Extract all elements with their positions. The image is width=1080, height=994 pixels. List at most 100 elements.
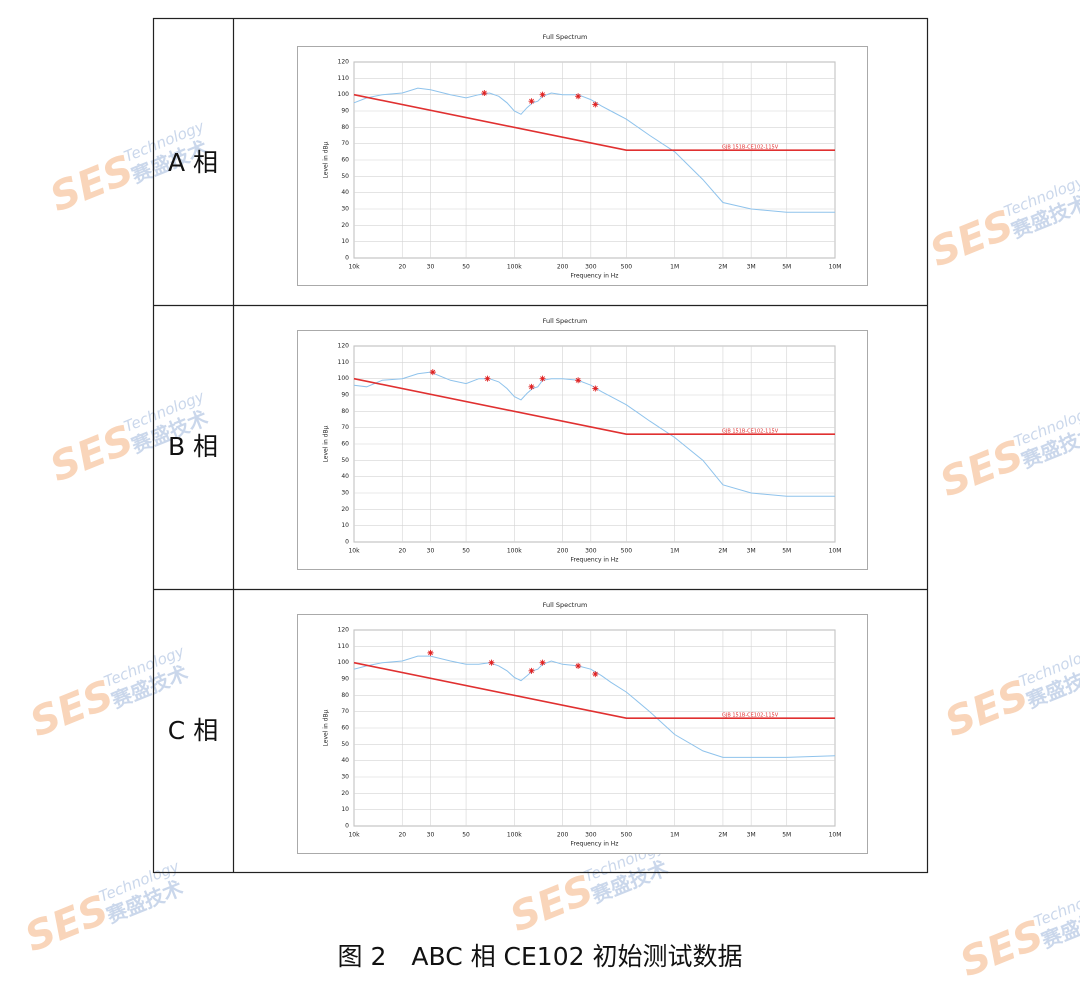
y-tick-label: 100: [338, 659, 350, 666]
x-tick-label: 1M: [670, 832, 679, 839]
peak-marker: [481, 90, 488, 97]
x-tick-label: 3M: [747, 548, 756, 555]
y-tick-label: 110: [338, 75, 350, 82]
chart-title: Full Spectrum: [543, 317, 588, 325]
limit-label: GJB 151B-CE102-115V: [722, 145, 779, 151]
y-axis-label: Level in dBµ: [323, 141, 330, 178]
y-tick-label: 70: [341, 140, 349, 147]
y-tick-label: 80: [341, 692, 349, 699]
x-tick-label: 500: [621, 264, 633, 271]
limit-label: GJB 151B-CE102-115V: [722, 713, 779, 719]
peak-marker: [575, 93, 582, 100]
y-tick-label: 120: [338, 627, 350, 634]
x-tick-label: 100k: [507, 832, 522, 839]
y-tick-label: 110: [338, 359, 350, 366]
y-tick-label: 20: [341, 222, 349, 229]
x-tick-label: 2M: [718, 832, 727, 839]
row-label: C 相: [168, 716, 218, 745]
y-tick-label: 40: [341, 473, 349, 480]
x-tick-label: 5M: [782, 548, 791, 555]
y-tick-label: 0: [345, 823, 349, 830]
limit-line: [353, 377, 835, 436]
x-tick-label: 300: [585, 832, 597, 839]
x-tick-label: 100k: [507, 264, 522, 271]
y-tick-label: 0: [345, 255, 349, 262]
y-tick-label: 60: [341, 441, 349, 448]
peak-marker: [429, 369, 436, 376]
peak-marker: [575, 377, 582, 384]
limit-line: [353, 661, 835, 720]
chart-title: Full Spectrum: [543, 33, 588, 41]
row-label: B 相: [168, 432, 218, 461]
x-tick-label: 1M: [670, 264, 679, 271]
y-tick-label: 20: [341, 790, 349, 797]
x-tick-label: 50: [462, 832, 470, 839]
x-tick-label: 50: [462, 264, 470, 271]
x-tick-label: 300: [585, 264, 597, 271]
y-axis-label: Level in dBµ: [323, 425, 330, 462]
x-tick-label: 10k: [348, 832, 360, 839]
y-tick-label: 50: [341, 173, 349, 180]
peak-marker: [539, 375, 546, 382]
x-tick-label: 200: [557, 548, 569, 555]
y-tick-label: 50: [341, 457, 349, 464]
y-tick-label: 110: [338, 643, 350, 650]
peak-marker: [539, 659, 546, 666]
x-tick-label: 3M: [747, 832, 756, 839]
x-tick-label: 10k: [348, 548, 360, 555]
y-tick-label: 30: [341, 206, 349, 213]
x-tick-label: 500: [621, 832, 633, 839]
y-tick-label: 50: [341, 741, 349, 748]
y-tick-label: 80: [341, 124, 349, 131]
x-tick-label: 10M: [829, 832, 842, 839]
x-tick-label: 20: [398, 548, 406, 555]
x-tick-label: 20: [398, 264, 406, 271]
x-tick-label: 30: [427, 832, 435, 839]
x-tick-label: 10M: [829, 548, 842, 555]
x-axis-label: Frequency in Hz: [571, 273, 619, 280]
row-label: A 相: [168, 148, 218, 177]
x-tick-label: 5M: [782, 264, 791, 271]
y-tick-label: 70: [341, 424, 349, 431]
x-tick-label: 300: [585, 548, 597, 555]
table-border: [152, 17, 929, 874]
figure-caption: 图 2 ABC 相 CE102 初始测试数据: [338, 942, 743, 971]
peak-marker: [528, 383, 535, 390]
y-tick-label: 90: [341, 108, 349, 115]
x-tick-label: 30: [427, 264, 435, 271]
x-tick-label: 200: [557, 832, 569, 839]
x-tick-label: 5M: [782, 832, 791, 839]
y-tick-label: 90: [341, 392, 349, 399]
spectrum-line: [353, 87, 835, 213]
y-tick-label: 120: [338, 59, 350, 66]
y-axis-label: Level in dBµ: [323, 709, 330, 746]
x-tick-label: 1M: [670, 548, 679, 555]
y-tick-label: 30: [341, 774, 349, 781]
y-tick-label: 70: [341, 708, 349, 715]
y-tick-label: 90: [341, 676, 349, 683]
peak-marker: [539, 91, 546, 98]
y-tick-label: 100: [338, 91, 350, 98]
y-tick-label: 10: [341, 806, 349, 813]
y-tick-label: 10: [341, 238, 349, 245]
x-tick-label: 10M: [829, 264, 842, 271]
x-axis-label: Frequency in Hz: [571, 841, 619, 848]
x-tick-label: 200: [557, 264, 569, 271]
peak-marker: [528, 98, 535, 105]
peak-marker: [592, 385, 599, 392]
spectrum-line: [353, 655, 836, 758]
x-tick-label: 100k: [507, 548, 522, 555]
x-tick-label: 10k: [348, 264, 360, 271]
y-tick-label: 10: [341, 522, 349, 529]
x-tick-label: 30: [427, 548, 435, 555]
x-axis-label: Frequency in Hz: [571, 557, 619, 564]
y-tick-label: 0: [345, 539, 349, 546]
y-tick-label: 40: [341, 757, 349, 764]
x-tick-label: 500: [621, 548, 633, 555]
chart-title: Full Spectrum: [543, 601, 588, 609]
